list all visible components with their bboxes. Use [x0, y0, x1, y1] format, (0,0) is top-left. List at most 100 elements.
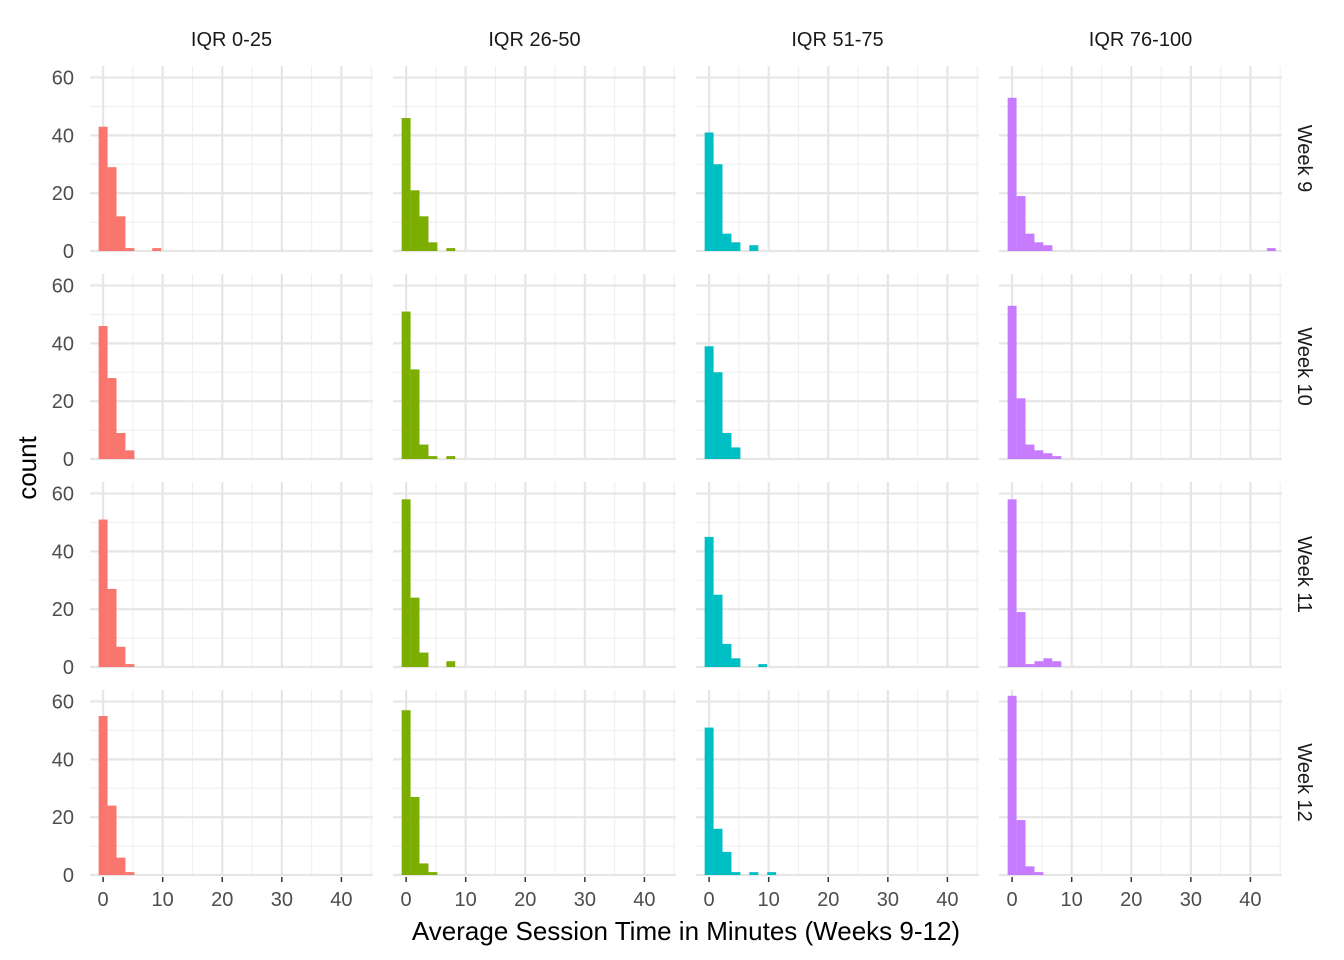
histogram-bar — [704, 132, 714, 251]
histogram-bar — [1016, 820, 1026, 875]
histogram-bar — [125, 872, 135, 875]
histogram-bar — [1025, 866, 1035, 875]
facet-panel — [999, 482, 1282, 669]
y-tick-label: 20 — [52, 183, 74, 205]
histogram-bar — [704, 536, 714, 667]
column-strip-label: IQR 76-100 — [1089, 29, 1192, 51]
x-tick-label: 0 — [98, 889, 109, 911]
histogram-bar — [116, 646, 126, 667]
histogram-bar — [446, 456, 456, 459]
histogram-bar — [410, 190, 420, 251]
histogram-bar — [1034, 661, 1044, 667]
histogram-bar — [1016, 612, 1026, 667]
histogram-bar — [722, 432, 732, 459]
facet-panel — [393, 690, 676, 877]
x-tick-label: 40 — [936, 889, 958, 911]
panels-layer — [90, 66, 1282, 877]
x-tick-label: 40 — [633, 889, 655, 911]
histogram-bar — [98, 716, 108, 875]
x-tick-label: 20 — [514, 889, 536, 911]
y-tick-label: 20 — [52, 807, 74, 829]
histogram-bar — [749, 245, 759, 251]
x-tick-label: 30 — [877, 889, 899, 911]
x-tick-label: 30 — [574, 889, 596, 911]
y-axis-title: count — [12, 435, 42, 499]
y-tick-label: 20 — [52, 391, 74, 413]
facet-panel — [393, 66, 676, 253]
histogram-bar — [428, 242, 438, 251]
y-tick-label: 0 — [63, 657, 74, 679]
row-strip-label: Week 10 — [1293, 327, 1315, 406]
y-tick-label: 60 — [52, 68, 74, 90]
histogram-bar — [722, 233, 732, 251]
histogram-bar — [1025, 444, 1035, 459]
histogram-bar — [1052, 456, 1062, 459]
histogram-bar — [1034, 242, 1044, 251]
facet-panel — [90, 690, 373, 877]
histogram-bar — [1034, 450, 1044, 459]
x-axis-title: Average Session Time in Minutes (Weeks 9… — [412, 916, 960, 946]
histogram-bar — [1007, 695, 1017, 875]
y-tick-label: 60 — [52, 692, 74, 714]
histogram-bar — [98, 326, 108, 459]
histogram-bar — [410, 597, 420, 667]
facet-panel — [696, 690, 979, 877]
histogram-bar — [722, 851, 732, 875]
histogram-bar — [410, 369, 420, 459]
histogram-bar — [446, 248, 456, 251]
y-tick-label: 0 — [63, 241, 74, 263]
x-tick-label: 10 — [455, 889, 477, 911]
histogram-bar — [1016, 196, 1026, 251]
y-axis-ticks: 0 20 40 60 0 20 40 60 0 20 40 60 0 20 40 60 — [52, 68, 74, 887]
histogram-bar — [1043, 245, 1053, 251]
histogram-bar — [419, 216, 429, 251]
column-strip-label: IQR 51-75 — [791, 29, 883, 51]
histogram-bar — [152, 248, 162, 251]
histogram-bar — [1052, 661, 1062, 667]
x-tick-label: 10 — [1061, 889, 1083, 911]
histogram-bar — [446, 661, 456, 667]
histogram-bar — [749, 872, 759, 875]
histogram-bar — [1025, 664, 1035, 667]
x-tick-label: 10 — [152, 889, 174, 911]
y-tick-label: 20 — [52, 599, 74, 621]
column-strip-label: IQR 26-50 — [488, 29, 580, 51]
row-strip-label: Week 11 — [1293, 536, 1315, 613]
y-tick-label: 40 — [52, 333, 74, 355]
histogram-bar — [1266, 248, 1276, 251]
column-strip-label: IQR 0-25 — [191, 29, 272, 51]
histogram-bar — [704, 727, 714, 875]
facet-panel — [999, 66, 1282, 253]
histogram-bar — [116, 216, 126, 251]
histogram-bar — [1043, 453, 1053, 459]
histogram-bar — [1007, 499, 1017, 667]
histogram-bar — [713, 594, 723, 667]
y-tick-label: 0 — [63, 865, 74, 887]
histogram-bar — [401, 118, 411, 251]
histogram-bar — [713, 372, 723, 459]
y-tick-label: 40 — [52, 125, 74, 147]
x-tick-label: 40 — [330, 889, 352, 911]
histogram-bar — [107, 378, 117, 459]
facet-panel — [999, 274, 1282, 461]
y-tick-label: 40 — [52, 749, 74, 771]
histogram-bar — [107, 805, 117, 875]
row-strip-label: Week 9 — [1293, 125, 1315, 192]
histogram-bar — [1043, 658, 1053, 667]
facet-panel — [696, 274, 979, 461]
histogram-bar — [116, 857, 126, 875]
histogram-bar — [419, 863, 429, 875]
histogram-bar — [98, 519, 108, 667]
histogram-bar — [1007, 305, 1017, 459]
y-tick-label: 0 — [63, 449, 74, 471]
histogram-bar — [125, 248, 135, 251]
histogram-bar — [125, 664, 135, 667]
histogram-bar — [125, 450, 135, 459]
facet-panel — [999, 690, 1282, 877]
facet-panel — [90, 274, 373, 461]
histogram-bar — [107, 588, 117, 667]
x-tick-label: 40 — [1239, 889, 1261, 911]
facet-panel — [90, 482, 373, 669]
histogram-bar — [1007, 97, 1017, 251]
